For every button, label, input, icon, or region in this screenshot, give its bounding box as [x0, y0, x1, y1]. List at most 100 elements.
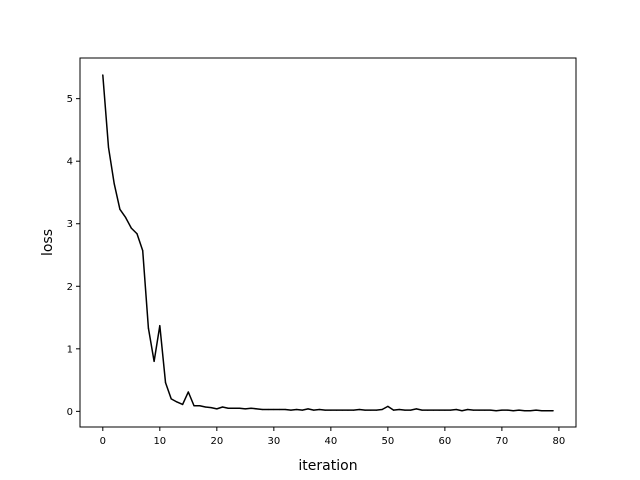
data-point — [147, 327, 150, 329]
data-point — [170, 398, 172, 400]
data-point — [478, 409, 480, 411]
data-point — [501, 409, 503, 411]
data-point — [216, 408, 218, 410]
data-point — [535, 409, 537, 411]
x-tick-label: 60 — [439, 436, 452, 447]
data-point — [136, 233, 138, 235]
data-point — [107, 146, 110, 149]
data-point — [301, 409, 303, 411]
data-point — [552, 410, 554, 412]
data-point — [341, 409, 343, 411]
data-point — [176, 401, 178, 403]
data-point — [125, 216, 127, 219]
data-point — [307, 408, 309, 410]
data-point — [415, 408, 417, 410]
data-point — [233, 407, 235, 409]
x-tick-label: 20 — [210, 436, 223, 447]
data-point — [239, 407, 241, 409]
y-tick-label: 5 — [67, 94, 73, 105]
data-point — [512, 410, 514, 412]
y-tick-label: 2 — [67, 282, 73, 293]
data-point — [244, 408, 246, 410]
x-tick-label: 70 — [496, 436, 509, 447]
loss-series-line-0 — [102, 74, 554, 412]
data-point — [506, 409, 509, 411]
data-point — [318, 408, 321, 411]
data-point — [210, 407, 212, 409]
data-point — [364, 409, 366, 411]
data-point — [398, 408, 400, 411]
data-point — [353, 409, 355, 411]
data-point — [193, 405, 195, 407]
data-point — [153, 360, 155, 362]
data-point — [278, 408, 281, 411]
data-point — [347, 409, 349, 411]
data-point — [335, 409, 338, 411]
data-point — [199, 405, 201, 407]
data-point — [284, 408, 286, 411]
plot-area — [102, 74, 554, 412]
x-tick-label: 40 — [324, 436, 337, 447]
data-point — [375, 409, 378, 411]
data-point — [187, 391, 189, 393]
data-point — [472, 409, 474, 411]
data-point — [392, 409, 395, 411]
axes-frame — [79, 57, 577, 428]
data-point — [461, 410, 463, 412]
data-point — [387, 405, 389, 407]
data-point — [142, 250, 144, 252]
data-point — [182, 403, 184, 406]
data-point — [381, 408, 383, 411]
y-tick-label: 4 — [67, 157, 73, 168]
y-axis-title: loss — [40, 229, 56, 256]
data-point — [267, 408, 269, 411]
x-tick-label: 0 — [100, 436, 106, 447]
x-axis-ticks: 0 10 20 30 40 50 60 70 80 — [100, 427, 566, 447]
data-point — [290, 409, 292, 411]
data-point — [164, 381, 167, 384]
data-point — [204, 406, 207, 408]
data-point — [432, 409, 435, 411]
data-point — [518, 409, 520, 411]
data-point — [119, 208, 121, 210]
y-axis-ticks: 0 1 2 3 4 5 — [67, 94, 80, 418]
data-point — [221, 406, 224, 408]
data-point — [495, 410, 497, 412]
data-point — [404, 409, 406, 411]
x-tick-label: 80 — [553, 436, 566, 447]
data-point — [296, 408, 298, 411]
data-point — [444, 409, 446, 411]
data-point — [438, 409, 440, 411]
data-point — [467, 408, 469, 411]
data-point — [489, 409, 492, 411]
data-point — [261, 408, 264, 411]
data-point — [313, 409, 315, 411]
data-point — [250, 407, 252, 409]
data-point — [273, 408, 275, 411]
data-point — [484, 409, 486, 411]
data-point — [455, 408, 457, 411]
x-tick-label: 50 — [381, 436, 394, 447]
data-point — [358, 408, 360, 411]
data-point — [113, 183, 115, 185]
x-tick-label: 10 — [153, 436, 166, 447]
data-point — [227, 407, 229, 409]
data-point — [102, 74, 104, 76]
data-point — [421, 409, 423, 411]
y-tick-label: 0 — [67, 407, 73, 418]
data-point — [324, 409, 326, 411]
data-point — [449, 409, 452, 411]
data-point — [529, 410, 531, 412]
data-point — [256, 408, 258, 410]
data-point — [159, 325, 161, 327]
data-point — [541, 410, 543, 412]
data-point — [546, 410, 549, 412]
data-point — [330, 409, 332, 411]
data-point — [130, 227, 132, 229]
data-point — [524, 410, 526, 412]
y-tick-label: 3 — [67, 219, 73, 230]
data-point — [370, 409, 372, 411]
data-point — [410, 409, 412, 411]
